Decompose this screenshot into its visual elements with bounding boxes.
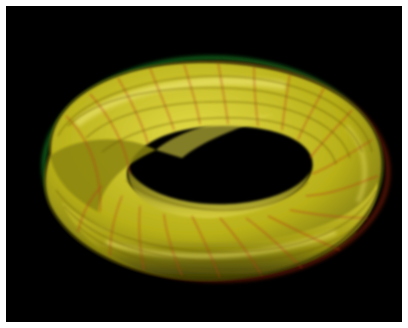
mobius-band-render xyxy=(42,56,390,282)
render-canvas xyxy=(6,6,402,322)
band-twist xyxy=(50,114,274,212)
band-outline xyxy=(43,60,384,281)
band-highlights xyxy=(73,77,367,259)
band-grid-parallels xyxy=(55,75,377,273)
